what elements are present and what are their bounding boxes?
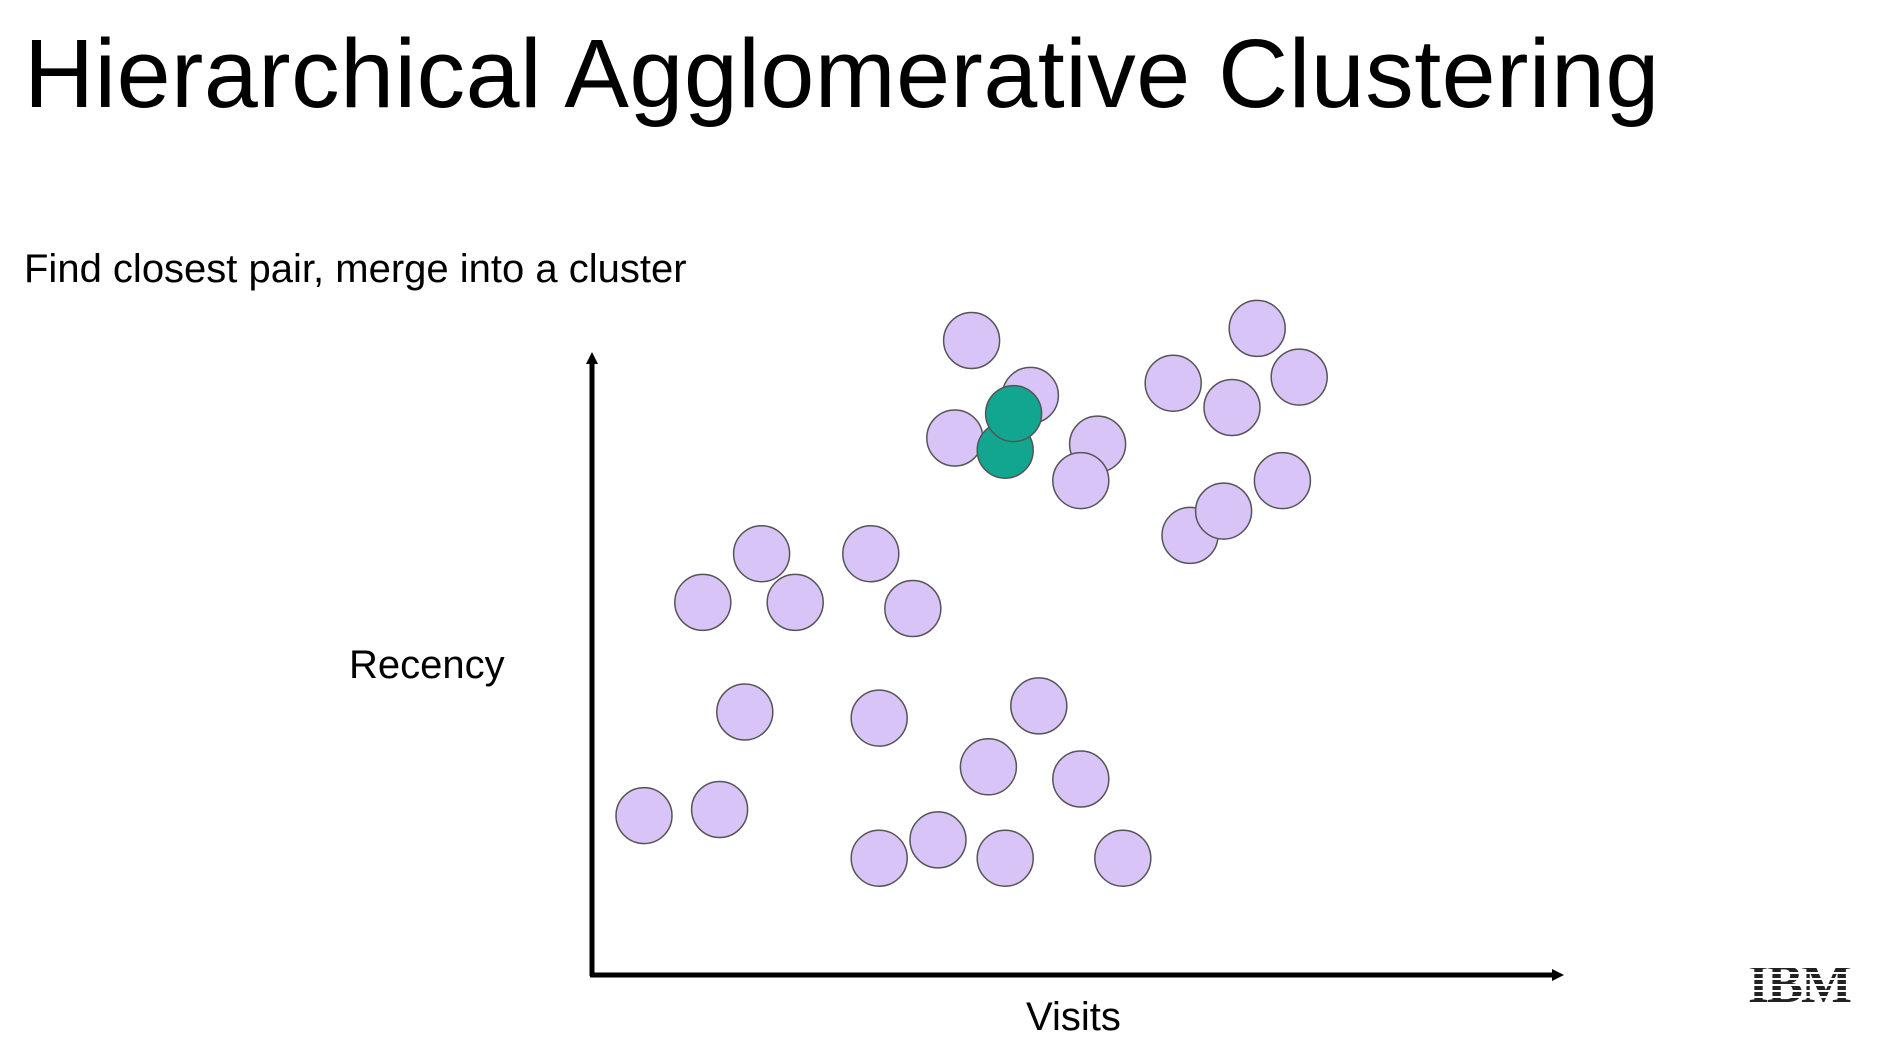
data-point-6 — [1203, 378, 1261, 437]
data-point-24 — [615, 786, 673, 845]
slide-title: Hierarchical Agglomerative Clustering — [24, 19, 1660, 128]
data-point-16 — [674, 573, 732, 632]
points-layer — [615, 299, 1328, 887]
data-point-2 — [926, 409, 984, 467]
data-point-9 — [1194, 482, 1253, 540]
data-point-20 — [850, 689, 908, 747]
x-axis-label: Visits — [1026, 995, 1121, 1039]
data-point-21 — [1010, 677, 1068, 735]
data-point-28 — [976, 829, 1034, 887]
y-axis-label: Recency — [349, 643, 505, 687]
ibm-logo-icon: IBM — [1748, 956, 1853, 1008]
data-point-17 — [766, 573, 824, 632]
data-point-11 — [1253, 451, 1312, 510]
data-point-25 — [690, 780, 749, 839]
data-point-29 — [1094, 829, 1152, 887]
svg-text:IBM: IBM — [1748, 956, 1851, 1008]
data-point-7 — [1270, 348, 1328, 406]
merged-point-13 — [984, 384, 1043, 443]
data-point-5 — [1228, 299, 1286, 358]
data-point-14 — [732, 524, 791, 583]
data-point-4 — [1144, 354, 1202, 412]
slide-subtitle: Find closest pair, merge into a cluster — [24, 247, 687, 291]
data-point-15 — [842, 524, 900, 583]
data-point-10 — [1052, 451, 1110, 510]
data-point-23 — [1052, 750, 1110, 808]
data-point-22 — [959, 738, 1018, 796]
data-point-19 — [716, 683, 774, 741]
data-point-27 — [909, 811, 967, 869]
data-point-26 — [850, 829, 908, 887]
data-point-18 — [884, 579, 942, 638]
data-point-0 — [942, 311, 1001, 370]
